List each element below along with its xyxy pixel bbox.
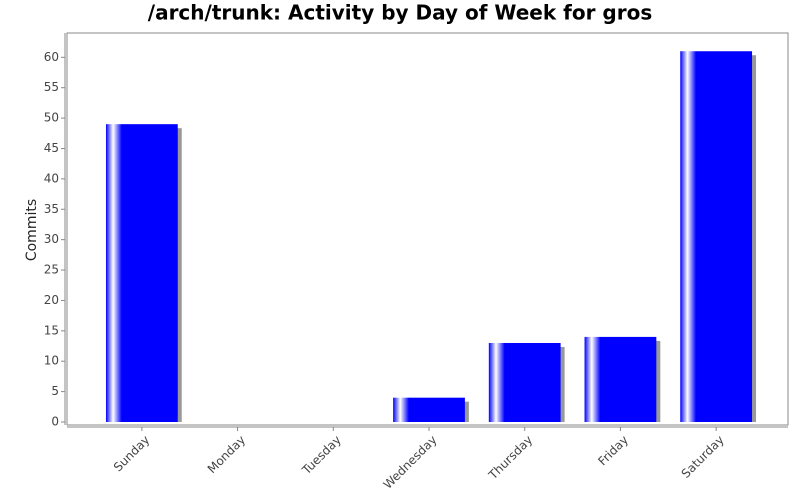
y-tick-label: 0 xyxy=(51,415,59,429)
x-tick-label: Saturday xyxy=(679,433,727,481)
y-tick-label: 10 xyxy=(44,354,59,368)
bar xyxy=(680,51,753,422)
bar xyxy=(488,342,561,422)
y-tick-label: 5 xyxy=(51,384,59,398)
x-tick-label: Wednesday xyxy=(381,433,440,492)
x-tick-label: Sunday xyxy=(111,433,153,475)
bar xyxy=(393,397,465,422)
y-tick-label: 55 xyxy=(44,80,59,94)
y-tick-label: 50 xyxy=(44,111,59,125)
y-tick-label: 60 xyxy=(44,50,59,64)
y-tick-label: 20 xyxy=(44,293,59,307)
x-tick-label: Friday xyxy=(595,433,631,469)
y-tick-label: 45 xyxy=(44,141,59,155)
bar xyxy=(105,124,178,422)
y-tick-label: 15 xyxy=(44,323,59,337)
y-tick-label: 25 xyxy=(44,263,59,277)
x-tick-label: Monday xyxy=(205,433,248,476)
chart-title: /arch/trunk: Activity by Day of Week for… xyxy=(148,1,652,25)
y-axis-label: Commits xyxy=(24,199,40,261)
y-tick-label: 40 xyxy=(44,171,59,185)
y-tick-label: 30 xyxy=(44,232,59,246)
x-tick-label: Thursday xyxy=(485,433,535,483)
bar xyxy=(584,336,657,422)
x-tick-label: Tuesday xyxy=(299,433,344,478)
plot-frame xyxy=(66,32,789,426)
y-tick-label: 35 xyxy=(44,202,59,216)
